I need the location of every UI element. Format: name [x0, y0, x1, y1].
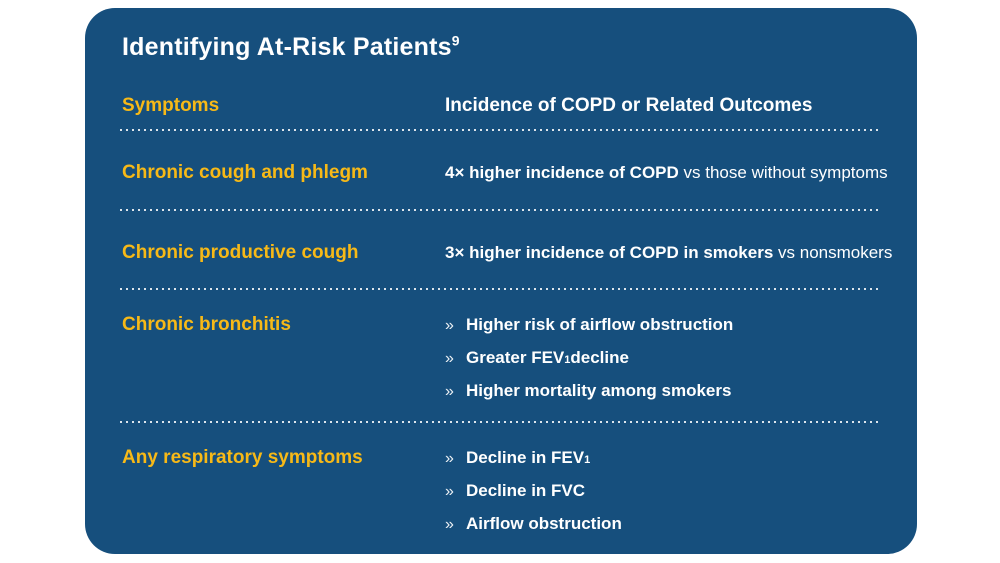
outcome-value-rest: vs those without symptoms — [678, 163, 888, 182]
dotted-separator — [120, 421, 882, 423]
chevron-bullet-icon: » — [445, 317, 454, 334]
title-reference-superscript: 9 — [451, 32, 460, 49]
chevron-bullet-icon: » — [445, 516, 454, 533]
outcome-value-rest: vs nonsmokers — [773, 243, 893, 262]
bullet-text: Higher mortality among smokers — [466, 381, 732, 400]
outcome-bullet-list: » Higher risk of airflow obstruction » Gre… — [445, 315, 897, 402]
bullet-item: » Higher mortality among smokers — [445, 381, 897, 402]
table-header-row: Symptoms Incidence of COPD or Related Ou… — [122, 95, 897, 117]
bullet-text: Greater FEV — [466, 348, 565, 367]
bullet-item: » Airflow obstruction — [445, 514, 897, 535]
table-row-chronic-cough-phlegm: Chronic cough and phlegm 4× higher incid… — [122, 131, 897, 209]
outcome-bullet-list: » Decline in FEV 1 » Decline in FVC » Airflo… — [445, 448, 897, 535]
bullet-item: » Greater FEV 1 decline — [445, 348, 629, 367]
bullet-text: Higher risk of airflow obstruction — [466, 315, 734, 334]
page-title: Identifying At-Risk Patients9 — [122, 32, 897, 62]
column-header-outcomes: Incidence of COPD or Related Outcomes — [445, 95, 813, 116]
bullet-text: Decline in FEV — [466, 448, 585, 467]
at-risk-patients-card: Identifying At-Risk Patients9 Symptoms I… — [85, 8, 917, 554]
bullet-item: » Higher risk of airflow obstruction — [445, 315, 897, 336]
outcome-value-bold: 4× higher incidence of COPD — [445, 163, 679, 182]
chevron-bullet-icon: » — [445, 450, 454, 467]
outcome-value-bold: 3× higher incidence of COPD in smokers — [445, 243, 774, 262]
bullet-text-post: decline — [570, 348, 629, 367]
dotted-separator — [120, 209, 882, 211]
outcome-value: 3× higher incidence of COPD in smokers v… — [445, 243, 897, 263]
bullet-text: Airflow obstruction — [466, 514, 622, 533]
chevron-bullet-icon: » — [445, 483, 454, 500]
outcome-value: 4× higher incidence of COPD vs those wit… — [445, 163, 897, 183]
bullet-item: » Decline in FEV 1 — [445, 448, 591, 467]
table-row-any-respiratory-symptoms: Any respiratory symptoms » Decline in FEV… — [122, 423, 897, 535]
bullet-item: » Decline in FVC — [445, 481, 897, 502]
chevron-bullet-icon: » — [445, 350, 454, 367]
table-row-chronic-productive-cough: Chronic productive cough 3× higher incid… — [122, 211, 897, 288]
column-header-symptoms: Symptoms — [122, 95, 220, 116]
chevron-bullet-icon: » — [445, 383, 454, 400]
dotted-separator — [120, 129, 882, 131]
symptom-label: Any respiratory symptoms — [122, 447, 363, 468]
symptom-label: Chronic productive cough — [122, 242, 359, 263]
symptom-label: Chronic bronchitis — [122, 314, 291, 335]
table-row-chronic-bronchitis: Chronic bronchitis » Higher risk of airfl… — [122, 290, 897, 421]
bullet-text: Decline in FVC — [466, 481, 586, 500]
page-title-text: Identifying At-Risk Patients — [122, 33, 452, 61]
symptom-label: Chronic cough and phlegm — [122, 162, 368, 183]
dotted-separator — [120, 288, 882, 290]
